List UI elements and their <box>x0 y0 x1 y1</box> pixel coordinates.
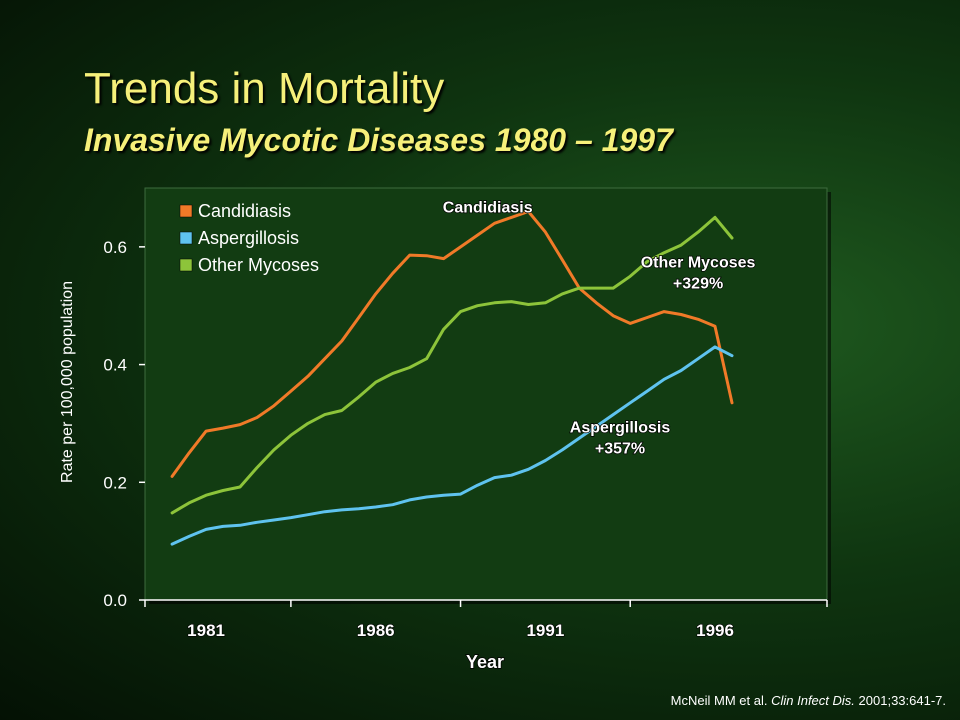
y-tick-label: 0.0 <box>103 591 127 610</box>
other-mycoses-series-line <box>170 215 734 515</box>
candidiasis-annotation: Candidiasis <box>443 200 533 217</box>
citation-authors: McNeil MM et al. <box>670 693 768 708</box>
candidiasis-series-line <box>170 210 734 478</box>
other-mycoses-change-annotation: +329% <box>673 275 723 292</box>
citation-details: 2001;33:641-7. <box>858 693 946 708</box>
citation: McNeil MM et al. Clin Infect Dis. 2001;3… <box>671 693 946 708</box>
x-axis-label: Year <box>466 652 504 672</box>
slide-subtitle: Invasive Mycotic Diseases 1980 – 1997 <box>84 122 673 158</box>
aspergillosis-legend-label: Aspergillosis <box>198 228 299 248</box>
citation-journal: Clin Infect Dis. <box>771 693 855 708</box>
aspergillosis-legend-swatch <box>179 231 193 245</box>
x-tick-label: 1991 <box>526 621 564 640</box>
plot-area <box>144 187 828 601</box>
y-tick-label: 0.4 <box>103 356 127 375</box>
x-tick-label: 1996 <box>696 621 734 640</box>
slide-title: Trends in Mortality <box>84 64 445 113</box>
y-axis-label: Rate per 100,000 population <box>59 281 76 483</box>
candidiasis-legend-label: Candidiasis <box>198 201 291 221</box>
candidiasis-legend-swatch <box>179 204 193 218</box>
aspergillosis-annotation: Aspergillosis <box>570 419 671 436</box>
x-tick-label: 1986 <box>357 621 395 640</box>
other-mycoses-annotation: Other Mycoses <box>641 254 756 271</box>
y-tick-label: 0.2 <box>103 473 127 492</box>
aspergillosis-series-line <box>170 345 734 546</box>
other-mycoses-legend-label: Other Mycoses <box>198 255 319 275</box>
x-tick-label: 1981 <box>187 621 225 640</box>
other-mycoses-legend-swatch <box>179 258 193 272</box>
y-tick-label: 0.6 <box>103 238 127 257</box>
aspergillosis-change-annotation: +357% <box>595 440 645 457</box>
